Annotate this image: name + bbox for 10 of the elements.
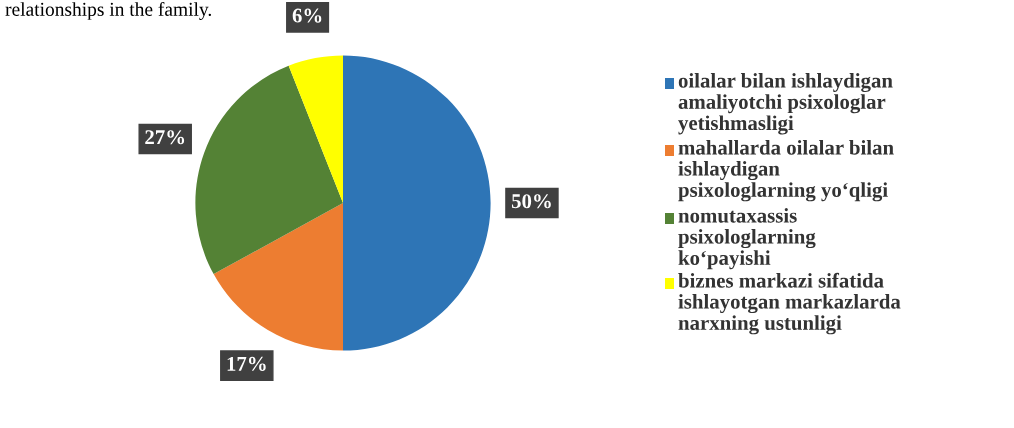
data-label: 17%	[227, 356, 266, 371]
text: relationships in the family.	[5, 2, 211, 20]
pie-slice	[213, 203, 343, 351]
data-label: 50%	[511, 194, 551, 209]
legend-label: biznes markazi sifatida ishlayotgan markazlarda narxning ustunligi	[678, 272, 901, 335]
data-label: 27%	[145, 130, 185, 145]
pie-slice	[343, 55, 491, 351]
pie-slice	[288, 55, 343, 203]
pie-slice	[195, 65, 343, 275]
data-label: 6%	[292, 8, 322, 23]
